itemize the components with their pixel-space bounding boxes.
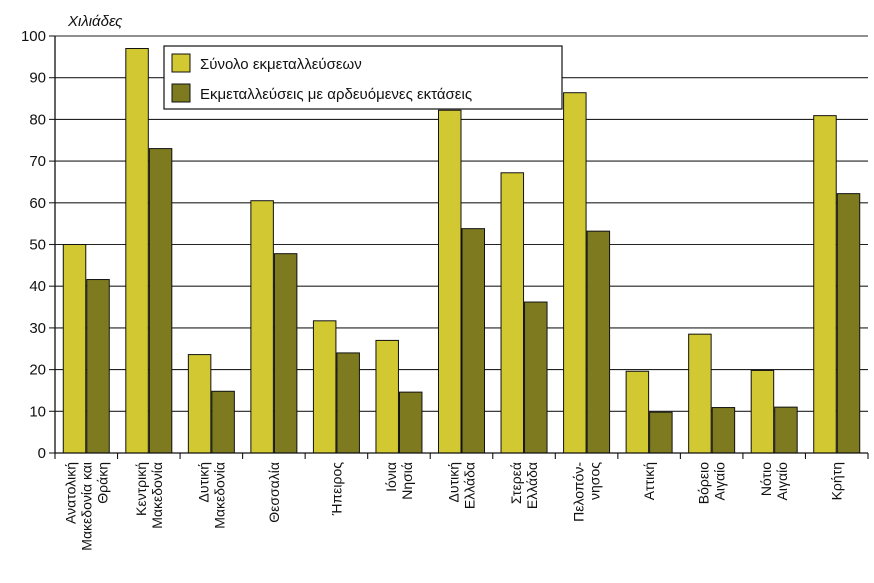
bar-total	[500, 172, 525, 454]
bar-irrigated	[273, 253, 298, 454]
category-label: Αττική	[641, 462, 657, 500]
category-label: Ανατολική	[62, 462, 78, 524]
y-tick-label: 50	[29, 237, 46, 254]
category-label: Νότιο	[758, 462, 774, 496]
category-label: Μακεδονία	[211, 462, 227, 529]
bar-total	[375, 339, 399, 454]
legend-label-total: Σύνολο εκμεταλλεύσεων	[200, 56, 362, 73]
bar-irrigated	[524, 301, 548, 454]
y-tick-label: 60	[29, 195, 46, 212]
y-tick-label: 80	[29, 111, 46, 128]
bar-total	[813, 115, 837, 454]
category-label: Νησιά	[399, 462, 415, 500]
bars	[62, 48, 861, 454]
bar-total	[438, 109, 462, 454]
category-label: Ελλάδα	[462, 462, 478, 509]
category-label: Μακεδονία και	[78, 462, 94, 551]
bar-total	[625, 370, 650, 454]
axes	[54, 36, 869, 459]
bar-irrigated	[711, 407, 736, 454]
legend-box	[163, 45, 563, 110]
category-label: Κεντρική	[133, 462, 149, 516]
y-tick-label: 20	[29, 362, 46, 379]
bar-irrigated	[211, 390, 235, 454]
y-tick-label: 40	[29, 278, 46, 295]
y-tick-label: 90	[29, 70, 46, 87]
category-label: Θράκη	[94, 462, 110, 504]
category-label: Ελλάδα	[524, 462, 540, 509]
y-tick-label: 30	[29, 320, 46, 337]
category-labels: Ανατολική Μακεδονία και Θράκη Κεντρική Μακεδ…	[62, 462, 844, 551]
category-label: Στερεά	[508, 462, 524, 504]
y-unit-label: Χιλιάδες	[67, 13, 123, 30]
bar-total	[125, 48, 149, 454]
bar-total	[563, 92, 587, 454]
legend-swatch-total	[171, 53, 191, 73]
category-label: Ιόνια	[383, 462, 399, 492]
bar-total	[250, 200, 274, 454]
bar-irrigated	[774, 406, 798, 454]
y-tick-label: 70	[29, 153, 46, 170]
bar-irrigated	[336, 352, 360, 454]
category-label: Δυτική	[446, 462, 462, 502]
bar-total	[688, 333, 712, 454]
y-tick-label: 10	[29, 403, 46, 420]
category-label: Βόρειο	[696, 462, 712, 504]
bar-irrigated	[836, 193, 861, 454]
bar-irrigated	[649, 411, 673, 454]
category-label: Αιγαίο	[712, 462, 728, 501]
legend-swatch-irrigated	[171, 83, 191, 103]
y-tick-label: 100	[21, 28, 46, 45]
bar-total	[750, 369, 775, 454]
category-label: Αιγαίο	[774, 462, 790, 501]
bar-irrigated	[461, 228, 485, 454]
y-tick-label: 0	[38, 445, 46, 462]
legend-label-irrigated: Εκμεταλλεύσεις με αρδευόμενες εκτάσεις	[200, 86, 472, 103]
category-label: Μακεδονία	[149, 462, 165, 529]
category-label: Δυτική	[195, 462, 211, 502]
category-label: Κρήτη	[829, 462, 845, 500]
category-label: Θεσσαλία	[266, 462, 282, 523]
bar-total	[312, 320, 337, 454]
bar-total	[62, 244, 87, 454]
category-label: Ήπειρος	[328, 462, 344, 516]
bar-irrigated	[398, 391, 423, 454]
legend: Σύνολο εκμεταλλεύσεων Εκμεταλλεύσεις με …	[163, 45, 563, 110]
category-label: Πελοπόν-	[571, 462, 587, 522]
y-tick-labels: 0 10 20 30 40 50 60 70 80 90 100	[21, 28, 46, 462]
bar-irrigated	[586, 230, 611, 454]
bar-irrigated	[148, 148, 173, 454]
bar-total	[187, 354, 212, 454]
category-label: νησος	[587, 462, 603, 500]
bar-irrigated	[86, 279, 110, 454]
